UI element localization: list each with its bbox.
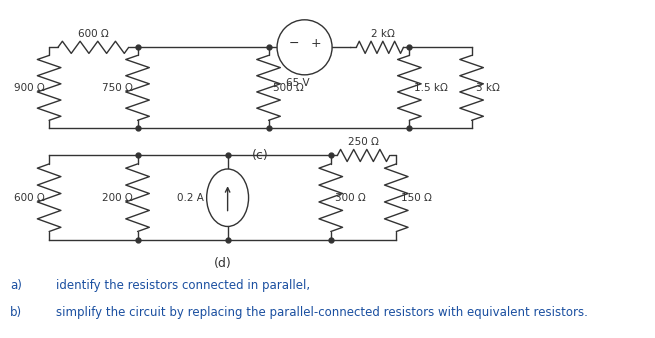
- Text: 65 V: 65 V: [286, 78, 310, 88]
- Text: 1.5 kΩ: 1.5 kΩ: [414, 83, 448, 93]
- Text: 3 kΩ: 3 kΩ: [476, 83, 500, 93]
- Text: 250 Ω: 250 Ω: [348, 137, 379, 147]
- Text: simplify the circuit by replacing the parallel-connected resistors with equivale: simplify the circuit by replacing the pa…: [56, 306, 588, 319]
- Text: a): a): [10, 279, 22, 292]
- Text: b): b): [10, 306, 22, 319]
- Text: 200 Ω: 200 Ω: [102, 193, 133, 203]
- Text: −: −: [288, 37, 299, 50]
- Text: 150 Ω: 150 Ω: [401, 193, 432, 203]
- Text: identify the resistors connected in parallel,: identify the resistors connected in para…: [56, 279, 310, 292]
- Text: (d): (d): [214, 257, 232, 270]
- Text: 900 Ω: 900 Ω: [14, 83, 45, 93]
- Text: 0.2 A: 0.2 A: [176, 193, 203, 203]
- Ellipse shape: [277, 20, 332, 75]
- Text: 600 Ω: 600 Ω: [14, 193, 45, 203]
- Text: (c): (c): [252, 149, 269, 162]
- Text: 750 Ω: 750 Ω: [102, 83, 133, 93]
- Text: 600 Ω: 600 Ω: [78, 29, 109, 39]
- Text: 300 Ω: 300 Ω: [335, 193, 366, 203]
- Ellipse shape: [207, 169, 249, 226]
- Text: 500 Ω: 500 Ω: [273, 83, 304, 93]
- Text: +: +: [310, 37, 321, 50]
- Text: 2 kΩ: 2 kΩ: [371, 29, 395, 39]
